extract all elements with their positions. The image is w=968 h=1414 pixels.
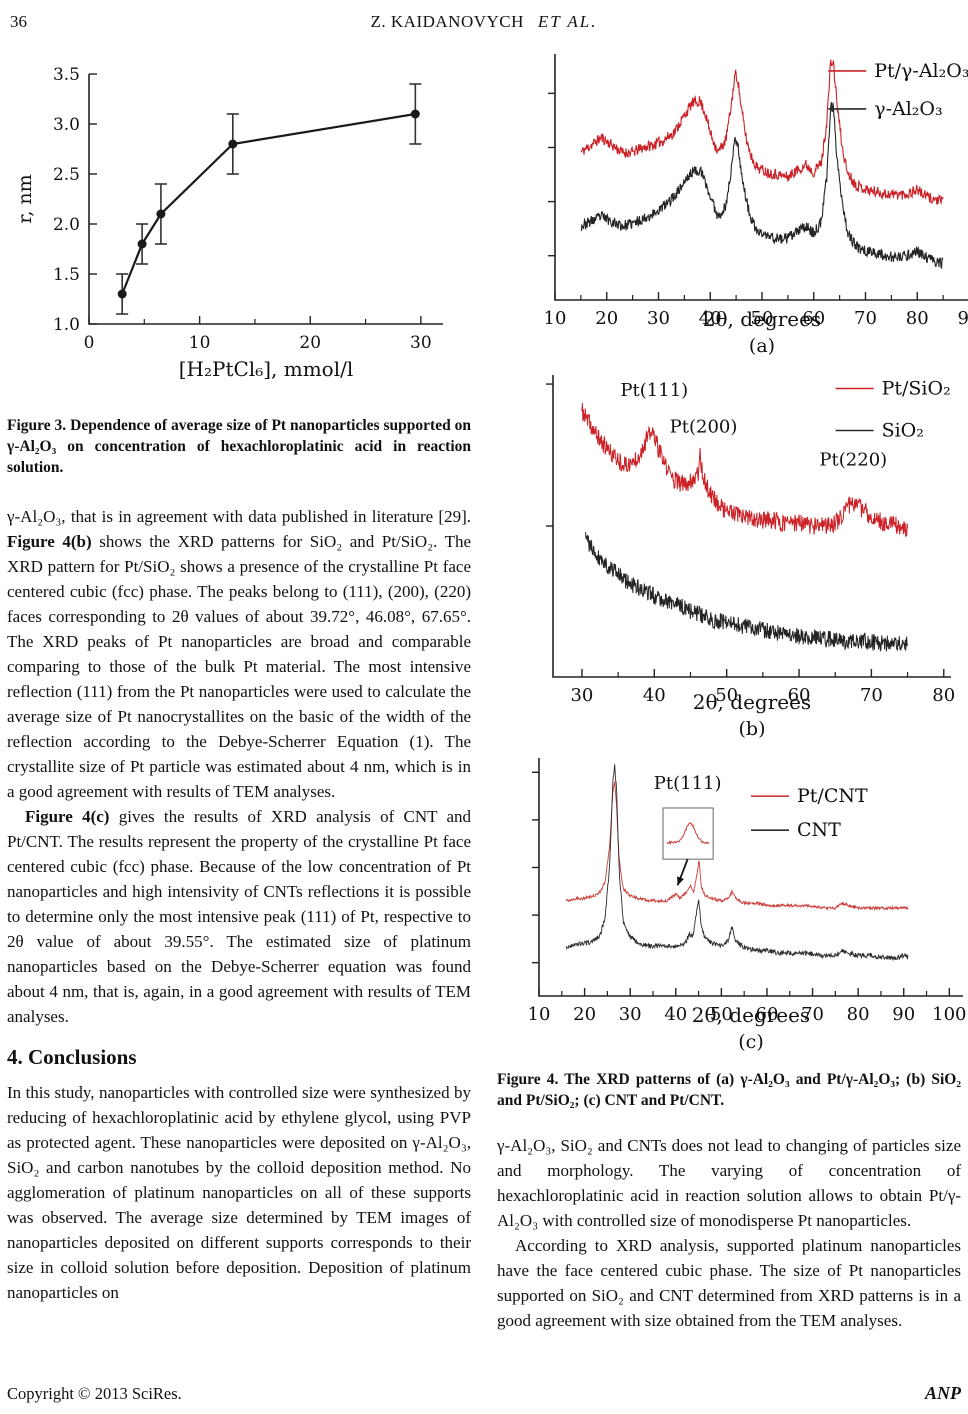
right-column: 10 20 30 40 50 60 70 80 90 Pt/γ-Al₂O₃ γ-Al₂O₃ 2θ, d… [497,50,968,1333]
figure-4: 10 20 30 40 50 60 70 80 90 Pt/γ-Al₂O₃ γ-Al₂O₃ 2θ, d… [497,50,968,1111]
svg-text:70: 70 [854,308,877,329]
svg-text:40: 40 [664,1004,687,1025]
copyright-text: Copyright © 2013 SciRes. [7,1384,182,1403]
svg-text:20: 20 [595,308,618,329]
svg-text:30: 30 [619,1004,642,1025]
svg-text:[H₂PtCl₆], mmol/l: [H₂PtCl₆], mmol/l [179,357,354,381]
svg-text:SiO₂: SiO₂ [882,420,924,442]
svg-text:60: 60 [756,1004,779,1025]
page-number: 36 [10,12,27,31]
svg-text:50: 50 [751,308,774,329]
journal-abbreviation: ANP [925,1383,961,1403]
figure3-caption: Figure 3. Dependence of average size of … [7,417,471,476]
svg-text:50: 50 [715,685,738,706]
svg-text:(a): (a) [749,335,775,357]
svg-text:60: 60 [802,308,825,329]
svg-text:70: 70 [801,1004,824,1025]
svg-text:CNT: CNT [797,819,841,841]
figure4-caption: Figure 4. The XRD patterns of (a) γ-Al₂O… [497,1071,961,1109]
svg-text:2θ, degrees: 2θ, degrees [703,307,821,331]
figure3-chart: 0 10 20 30 1.0 1.5 2.0 2.5 3.0 3.5 r, nm [H₂PtCl₆],… [7,58,471,395]
svg-text:80: 80 [932,685,955,706]
svg-text:Pt/CNT: Pt/CNT [797,785,868,807]
body-paragraph-xrd-summary: According to XRD analysis, supported pla… [497,1236,961,1330]
svg-text:Pt/γ-Al₂O₃: Pt/γ-Al₂O₃ [874,60,968,82]
svg-text:50: 50 [710,1004,733,1025]
svg-text:2θ, degrees: 2θ, degrees [693,690,811,714]
left-column: 0 10 20 30 1.0 1.5 2.0 2.5 3.0 3.5 r, nm [H₂PtCl₆],… [7,50,471,1333]
svg-text:10: 10 [528,1004,551,1025]
figure-3: 0 10 20 30 1.0 1.5 2.0 2.5 3.0 3.5 r, nm [H₂PtCl₆],… [7,58,471,478]
svg-text:100: 100 [932,1004,966,1025]
svg-text:30: 30 [647,308,670,329]
svg-text:Pt(220): Pt(220) [819,450,887,471]
svg-text:Pt(111): Pt(111) [654,773,722,794]
svg-text:20: 20 [573,1004,596,1025]
svg-text:80: 80 [847,1004,870,1025]
running-header: 36 Z. KAIDANOVYCH ET AL. [7,8,961,44]
two-column-body: 0 10 20 30 1.0 1.5 2.0 2.5 3.0 3.5 r, nm [H₂PtCl₆],… [7,50,968,1333]
svg-text:Pt/SiO₂: Pt/SiO₂ [882,378,951,400]
body-paragraph-xrd-cnt: Figure 4(c) gives the results of XRD ana… [7,807,471,1026]
svg-text:2θ, degrees: 2θ, degrees [692,1003,810,1027]
svg-text:0: 0 [84,333,95,353]
body-paragraph-xrd-sio2: γ-Al₂O₃, that is in agreement with data … [7,507,471,801]
body-paragraph-supports: γ-Al₂O₃, SiO₂ and CNTs does not lead to … [497,1136,961,1230]
svg-text:30: 30 [570,685,593,706]
running-title: Z. KAIDANOVYCH ET AL. [7,12,961,32]
svg-text:80: 80 [906,308,929,329]
svg-text:2.0: 2.0 [53,215,80,235]
svg-text:20: 20 [299,333,321,353]
svg-text:1.0: 1.0 [53,315,80,335]
svg-text:Pt(111): Pt(111) [620,380,688,401]
svg-text:Pt(200): Pt(200) [670,416,738,437]
svg-text:γ-Al₂O₃: γ-Al₂O₃ [874,98,942,120]
svg-text:3.5: 3.5 [53,65,80,85]
svg-text:90: 90 [892,1004,915,1025]
svg-text:2.5: 2.5 [53,165,80,185]
svg-text:1.5: 1.5 [53,265,80,285]
authors-name: Z. KAIDANOVYCH [370,12,524,31]
conclusions-heading: 4. Conclusions [7,1045,137,1069]
svg-text:(b): (b) [739,718,766,740]
conclusions-paragraph: In this study, nanoparticles with contro… [7,1083,471,1302]
figure4a-chart: 10 20 30 40 50 60 70 80 90 Pt/γ-Al₂O₃ γ-Al₂O₃ 2θ, d… [511,50,968,363]
page-footer: Copyright © 2013 SciRes. ANP [7,1383,961,1404]
figure4b-chart: 30 40 50 60 70 80 Pt(111) Pt(200) Pt(220) Pt/SiO₂… [501,369,961,746]
svg-text:60: 60 [788,685,811,706]
figure4c-chart: 10 20 30 40 50 60 70 80 90 100 Pt(111) Pt/CNT CNT 2θ,… [499,754,967,1059]
svg-text:r, nm: r, nm [14,174,36,223]
svg-text:10: 10 [544,308,567,329]
svg-text:3.0: 3.0 [53,115,80,135]
svg-text:90: 90 [958,308,968,329]
svg-text:40: 40 [699,308,722,329]
svg-text:40: 40 [643,685,666,706]
svg-text:(c): (c) [738,1031,763,1053]
et-al-label: ET AL. [537,12,598,31]
svg-text:10: 10 [189,333,211,353]
svg-text:70: 70 [860,685,883,706]
svg-text:30: 30 [410,333,432,353]
